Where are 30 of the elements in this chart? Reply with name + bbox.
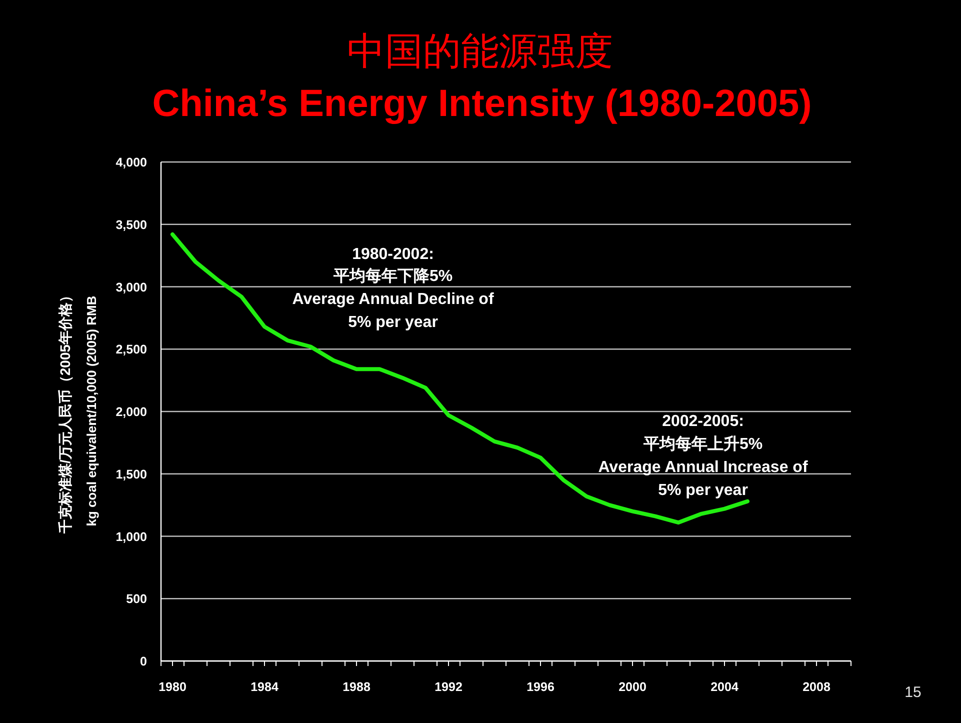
annotation: 5% per year [348, 314, 438, 331]
chart-title: 中国的能源强度 [347, 31, 613, 73]
chart-subtitle: China’s Energy Intensity (1980-2005) [152, 83, 812, 125]
y-tick-label: 4,000 [116, 156, 148, 170]
text: 千克标准煤/万元人民币（2005年价格） [57, 288, 73, 535]
annotation: 1980-2002: [352, 246, 434, 263]
annotation: 平均每年上升5% [642, 435, 763, 453]
y-tick-label: 1,500 [116, 467, 148, 482]
x-tick-label: 1984 [250, 680, 278, 694]
y-tick-label: 2,000 [116, 405, 148, 419]
x-tick-label: 1980 [158, 680, 186, 694]
x-tick-label: 2008 [802, 680, 830, 694]
y-tick-label: 1,000 [116, 530, 148, 544]
x-tick-label: 2004 [710, 680, 738, 694]
y-tick-label: 3,500 [116, 218, 148, 232]
y-axis-title: kg coal equivalent/10,000 (2005) RMB [84, 296, 99, 526]
annotation: 2002-2005: [662, 413, 744, 430]
text: 15 [904, 684, 922, 701]
y-tick-label: 3,000 [116, 280, 148, 294]
x-tick-label: 1992 [434, 680, 462, 694]
x-tick-label: 1988 [342, 680, 370, 694]
x-tick-label: 1996 [526, 680, 554, 694]
annotation: 5% per year [658, 482, 748, 499]
y-tick-label: 2,500 [116, 342, 148, 357]
annotation: Average Annual Decline of [292, 291, 494, 308]
annotation: Average Annual Increase of [598, 459, 808, 476]
y-tick-label: 500 [126, 592, 148, 606]
annotation: 平均每年下降5% [332, 267, 453, 285]
x-tick-label: 2000 [618, 680, 646, 694]
y-tick-label: 0 [140, 654, 148, 668]
